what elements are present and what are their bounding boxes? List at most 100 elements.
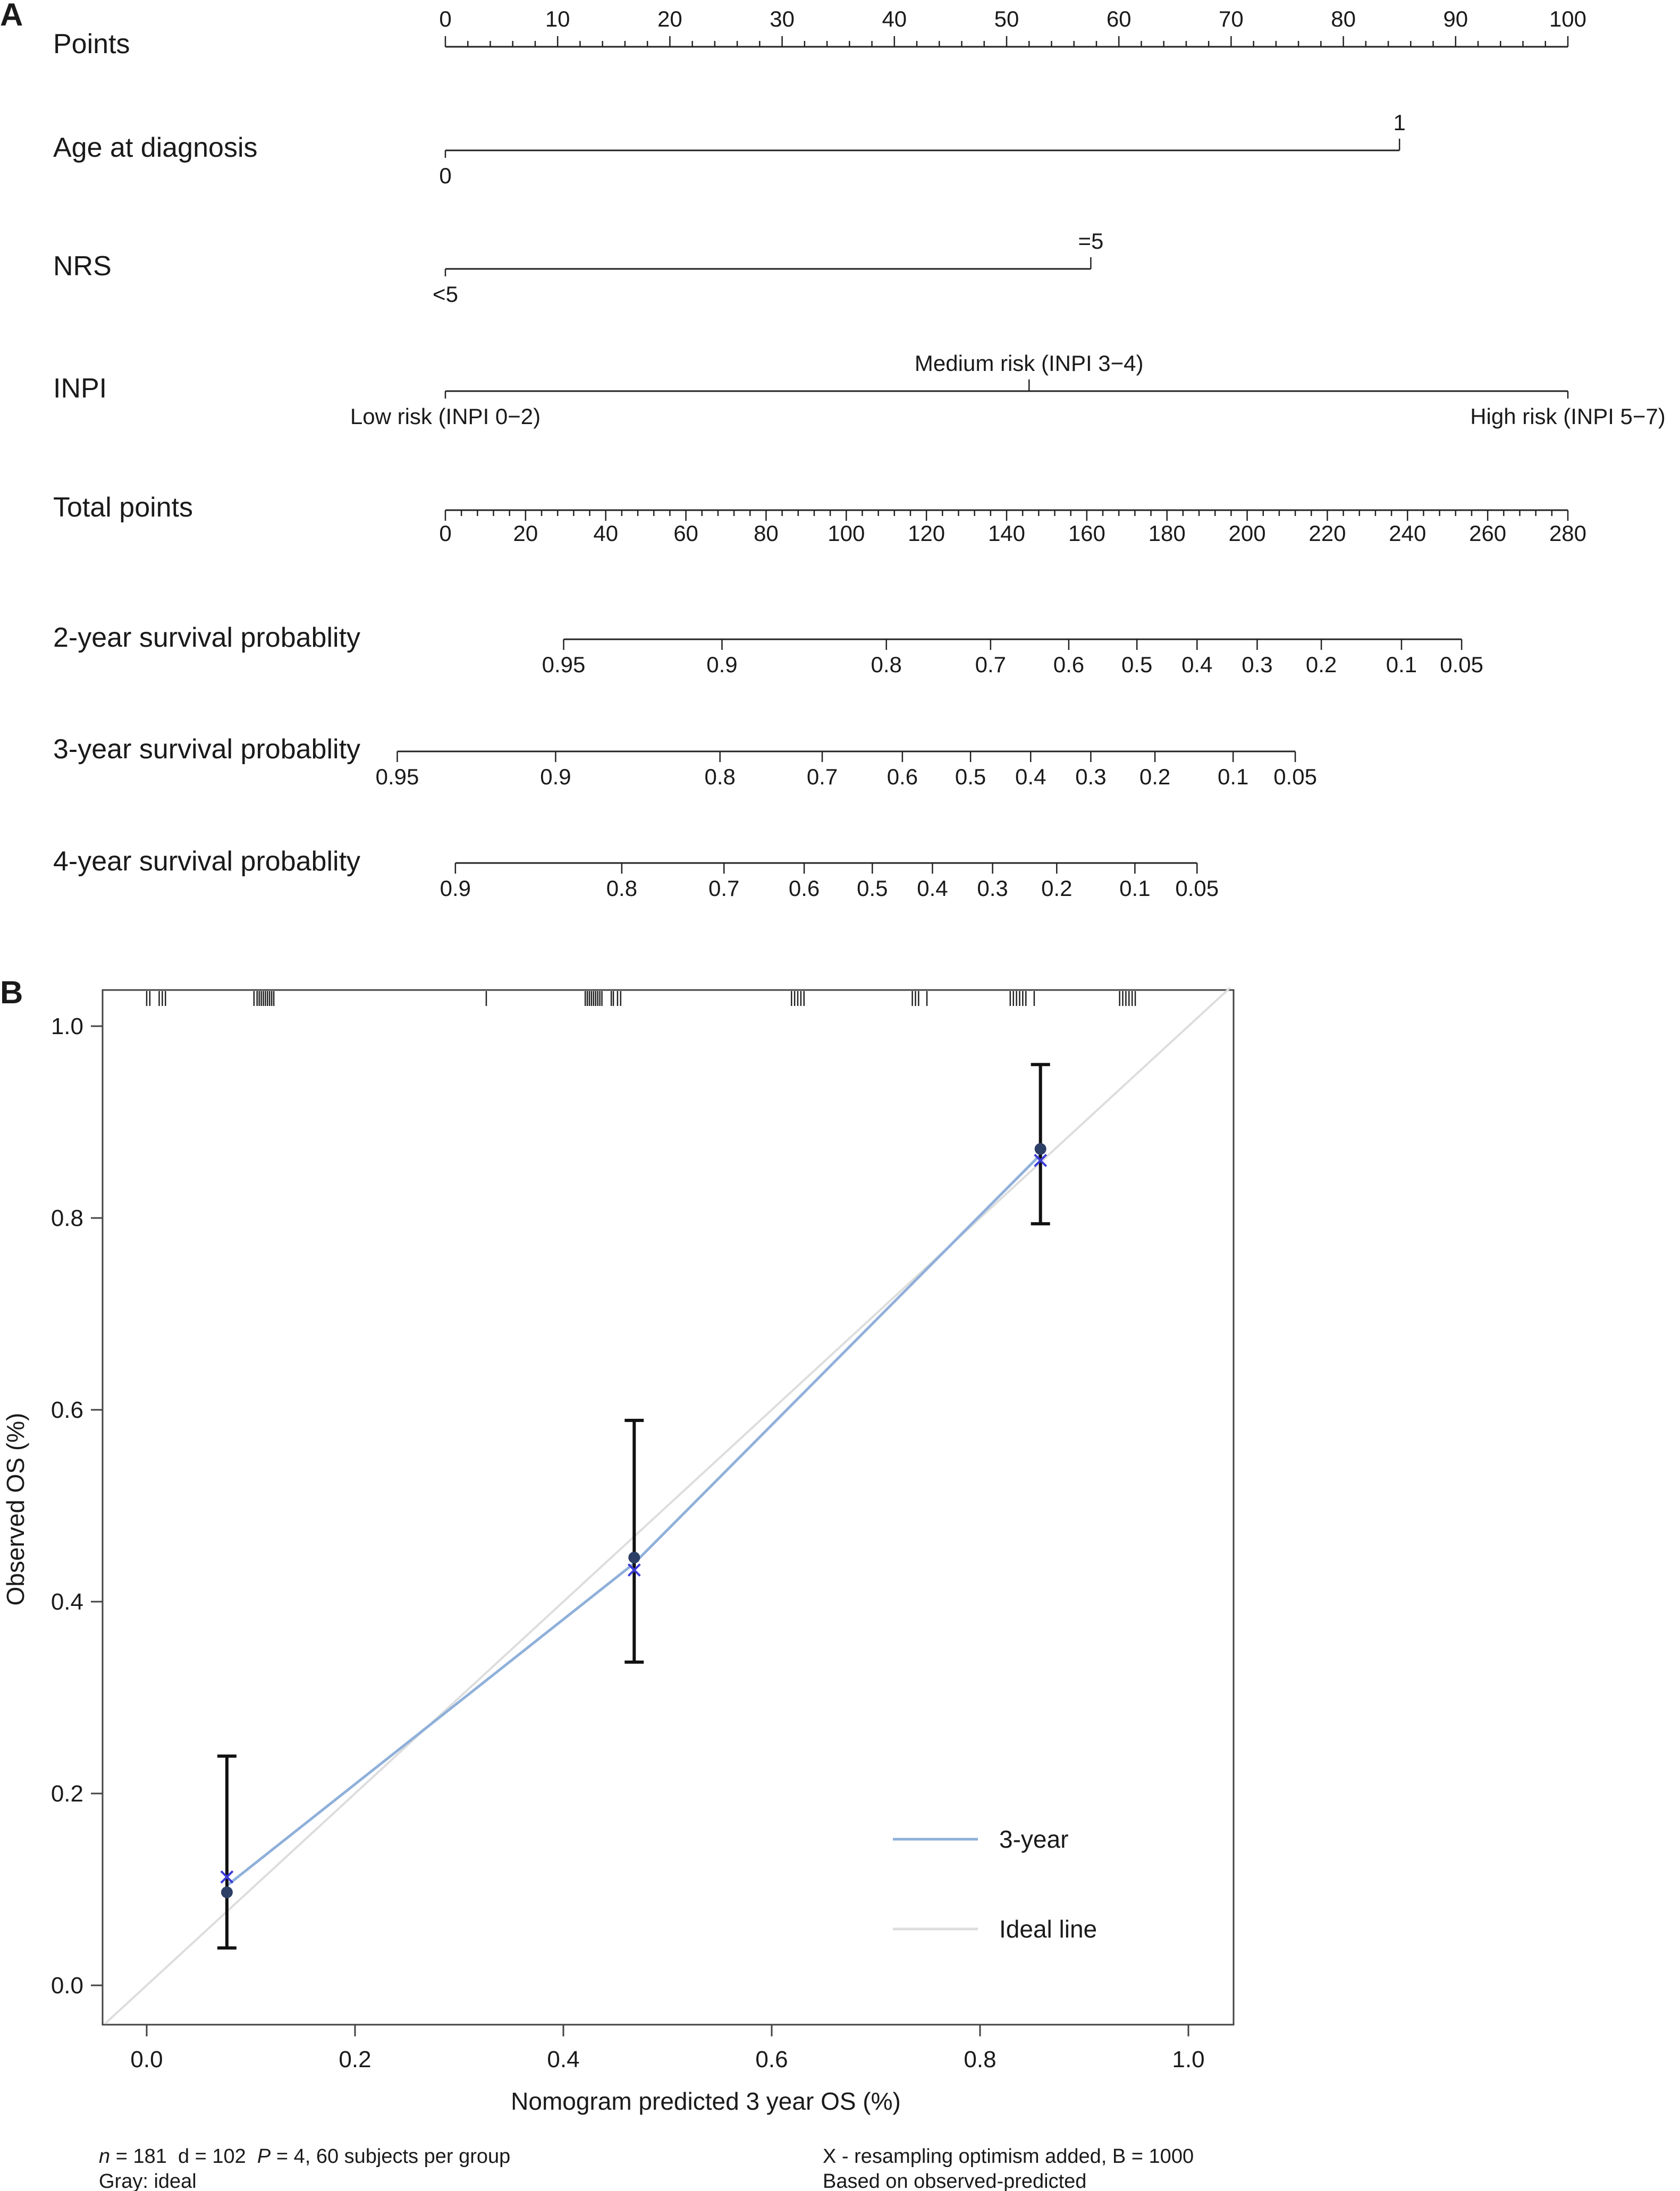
y-tick-label-0-8: 0.8 [51,1205,83,1231]
category-label-inpi-medium-risk-inpi-3-4: Medium risk (INPI 3−4) [915,351,1144,376]
tick-label-total-180: 180 [1149,521,1186,546]
calibration-plot-area: 0.0 0.2 0.4 0.6 0.8 1.0 0.0 0.2 0.4 0.6 0.8 1.0 [51,987,1231,2072]
tick-label-y2-0-1: 0.1 [1386,652,1417,677]
scale-name-y3: 3-year survival probablity [53,734,360,765]
x-axis-title: Nomogram predicted 3 year OS (%) [511,2087,901,2115]
tick-label-y4-0-8: 0.8 [606,876,637,901]
scale-name-y2: 2-year survival probablity [53,622,360,653]
observed-point [221,1886,233,1898]
tick-label-y4-0-5: 0.5 [857,876,888,901]
tick-label-points-0: 0 [439,6,451,31]
ideal-line [104,987,1231,2025]
tick-label-y2-0-8: 0.8 [871,652,902,677]
tick-label-points-70: 70 [1219,6,1244,31]
tick-label-y4-0-1: 0.1 [1119,876,1150,901]
tick-label-points-60: 60 [1107,6,1132,31]
tick-label-y4-0-9: 0.9 [440,876,471,901]
footnote-counts: = 181 d = 102 [110,2145,257,2168]
tick-label-y3-0-9: 0.9 [540,764,571,789]
tick-label-y3-0-95: 0.95 [376,764,419,789]
footnote-based-on: Based on observed-predicted [823,2170,1086,2191]
tick-label-y2-0-05: 0.05 [1440,652,1483,677]
tick-label-total-40: 40 [593,521,618,546]
tick-label-total-220: 220 [1308,521,1346,546]
x-tick-label-0-0: 0.0 [130,2046,163,2072]
tick-label-total-100: 100 [828,521,865,546]
corrected-marker [1034,1154,1048,1168]
tick-label-y3-0-7: 0.7 [807,764,838,789]
tick-label-y2-0-6: 0.6 [1053,652,1084,677]
tick-label-y3-0-3: 0.3 [1075,764,1106,789]
tick-label-points-90: 90 [1443,6,1468,31]
category-label-nrs-5: =5 [1078,229,1103,253]
legend-label-ideal-line: Ideal line [999,1915,1097,1943]
tick-label-total-240: 240 [1389,521,1426,546]
legend-label-3-year: 3-year [999,1825,1068,1853]
footnote-gray-ideal: Gray: ideal [99,2170,197,2191]
y-tick-label-0-4: 0.4 [51,1589,83,1615]
panel-a-label: A [0,0,23,32]
corrected-marker [220,1870,234,1884]
tick-label-y3-0-1: 0.1 [1218,764,1248,789]
footnote-n-label: n [99,2145,110,2168]
tick-label-y4-0-7: 0.7 [708,876,739,901]
observed-point [628,1551,640,1563]
scale-name-nrs: NRS [53,251,112,282]
tick-label-total-280: 280 [1549,521,1586,546]
scale-name-total: Total points [53,492,193,523]
tick-label-y2-0-4: 0.4 [1181,652,1212,677]
tick-label-total-80: 80 [754,521,779,546]
category-label-age-0: 0 [439,163,451,188]
tick-label-total-140: 140 [988,521,1025,546]
y-tick-label-0-0: 0.0 [51,1973,83,1999]
tick-label-y4-0-05: 0.05 [1175,876,1219,901]
tick-label-total-120: 120 [908,521,945,546]
footnote-group: = 4, 60 subjects per group [271,2145,510,2168]
observed-point [1034,1143,1046,1155]
tick-label-y2-0-9: 0.9 [706,652,737,677]
legend: 3-year Ideal line [893,1825,1097,1943]
y-tick-label-0-6: 0.6 [51,1397,83,1423]
tick-label-y4-0-4: 0.4 [917,876,948,901]
tick-label-y2-0-95: 0.95 [542,652,586,677]
x-tick-label-0-4: 0.4 [547,2046,579,2072]
tick-label-y4-0-3: 0.3 [977,876,1008,901]
tick-label-points-50: 50 [994,6,1019,31]
tick-label-y3-0-6: 0.6 [887,764,918,789]
tick-label-points-100: 100 [1549,6,1586,31]
footnote: n = 181 d = 102 P = 4, 60 subjects per g… [99,2145,1194,2191]
tick-label-y3-0-5: 0.5 [955,764,986,789]
x-tick-label-0-8: 0.8 [964,2046,996,2072]
y-tick-label-1-0: 1.0 [51,1013,83,1039]
tick-label-points-40: 40 [882,6,907,31]
tick-label-points-10: 10 [545,6,570,31]
footnote-resampling: X - resampling optimism added, B = 1000 [823,2145,1194,2168]
tick-label-y3-0-2: 0.2 [1139,764,1170,789]
category-label-age-1: 1 [1394,110,1406,135]
tick-label-total-0: 0 [439,521,451,546]
tick-label-y4-0-6: 0.6 [789,876,820,901]
tick-label-y2-0-7: 0.7 [975,652,1006,677]
tick-label-total-200: 200 [1229,521,1266,546]
tick-label-total-60: 60 [673,521,698,546]
y-axis-title: Observed OS (%) [2,1413,29,1606]
tick-label-total-260: 260 [1469,521,1506,546]
tick-label-y3-0-4: 0.4 [1015,764,1046,789]
tick-label-y2-0-5: 0.5 [1121,652,1152,677]
tick-label-y4-0-2: 0.2 [1041,876,1072,901]
footnote-stats: n = 181 d = 102 P = 4, 60 subjects per g… [99,2145,510,2168]
tick-label-y2-0-2: 0.2 [1306,652,1337,677]
tick-label-y3-0-8: 0.8 [704,764,735,789]
scale-name-age: Age at diagnosis [53,132,258,163]
x-tick-label-1-0: 1.0 [1172,2046,1204,2072]
y-tick-label-0-2: 0.2 [51,1781,83,1807]
tick-label-y2-0-3: 0.3 [1242,652,1272,677]
panel-b-label: B [0,975,23,1010]
x-tick-label-0-2: 0.2 [339,2046,371,2072]
tick-label-total-160: 160 [1068,521,1105,546]
category-label-nrs-5: <5 [433,282,458,307]
tick-label-total-20: 20 [513,521,538,546]
category-label-inpi-high-risk-inpi-5-7: High risk (INPI 5−7) [1470,404,1666,429]
